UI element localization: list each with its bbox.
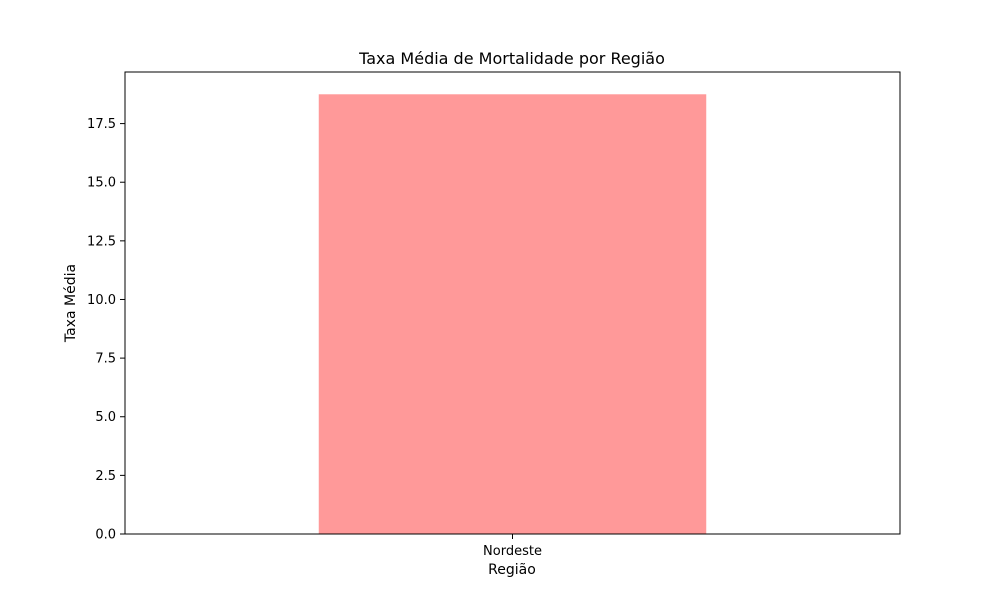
chart-title: Taxa Média de Mortalidade por Região — [358, 49, 665, 68]
y-tick-label: 17.5 — [87, 117, 116, 132]
x-ticks-group: Nordeste — [483, 534, 542, 559]
y-tick-label: 12.5 — [87, 234, 116, 249]
y-axis-label: Taxa Média — [63, 264, 79, 343]
bar-nordeste — [318, 94, 707, 535]
y-tick-label: 2.5 — [95, 469, 116, 484]
x-axis-label: Região — [488, 562, 536, 578]
x-tick-label: Nordeste — [483, 544, 542, 559]
bars-group — [318, 94, 707, 535]
y-tick-label: 5.0 — [95, 410, 116, 425]
y-tick-label: 7.5 — [95, 352, 116, 367]
y-tick-label: 10.0 — [87, 293, 116, 308]
y-ticks-group: 0.0 2.5 5.0 7.5 10.0 12.5 15.0 17.5 — [87, 117, 125, 543]
y-tick-label: 0.0 — [95, 528, 116, 543]
plot-frame — [124, 71, 901, 535]
y-tick-label: 15.0 — [87, 176, 116, 191]
